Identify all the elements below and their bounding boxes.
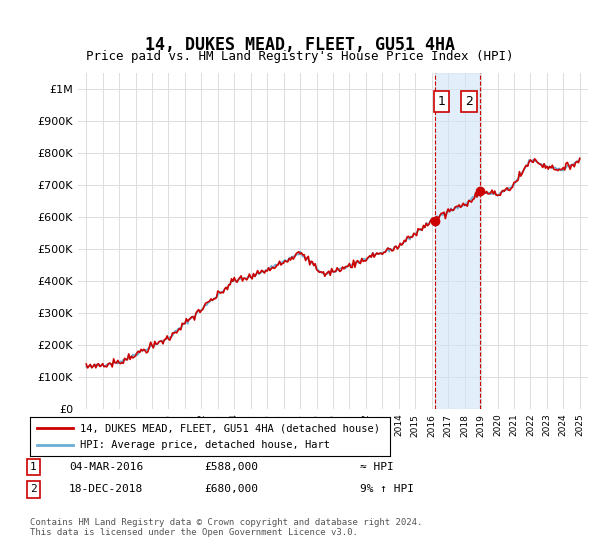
Text: 2: 2: [30, 484, 37, 494]
Text: 14, DUKES MEAD, FLEET, GU51 4HA: 14, DUKES MEAD, FLEET, GU51 4HA: [145, 36, 455, 54]
Text: Price paid vs. HM Land Registry's House Price Index (HPI): Price paid vs. HM Land Registry's House …: [86, 50, 514, 63]
Text: ≈ HPI: ≈ HPI: [360, 462, 394, 472]
Text: £680,000: £680,000: [204, 484, 258, 494]
Text: 04-MAR-2016: 04-MAR-2016: [69, 462, 143, 472]
Text: HPI: Average price, detached house, Hart: HPI: Average price, detached house, Hart: [80, 440, 331, 450]
Text: 1: 1: [437, 95, 445, 108]
Text: 9% ↑ HPI: 9% ↑ HPI: [360, 484, 414, 494]
Bar: [434, 73, 481, 409]
Text: Contains HM Land Registry data © Crown copyright and database right 2024.
This d: Contains HM Land Registry data © Crown c…: [30, 518, 422, 538]
Text: 2: 2: [465, 95, 473, 108]
Text: £588,000: £588,000: [204, 462, 258, 472]
Text: 18-DEC-2018: 18-DEC-2018: [69, 484, 143, 494]
Text: 14, DUKES MEAD, FLEET, GU51 4HA (detached house): 14, DUKES MEAD, FLEET, GU51 4HA (detache…: [80, 423, 380, 433]
Text: 1: 1: [30, 462, 37, 472]
